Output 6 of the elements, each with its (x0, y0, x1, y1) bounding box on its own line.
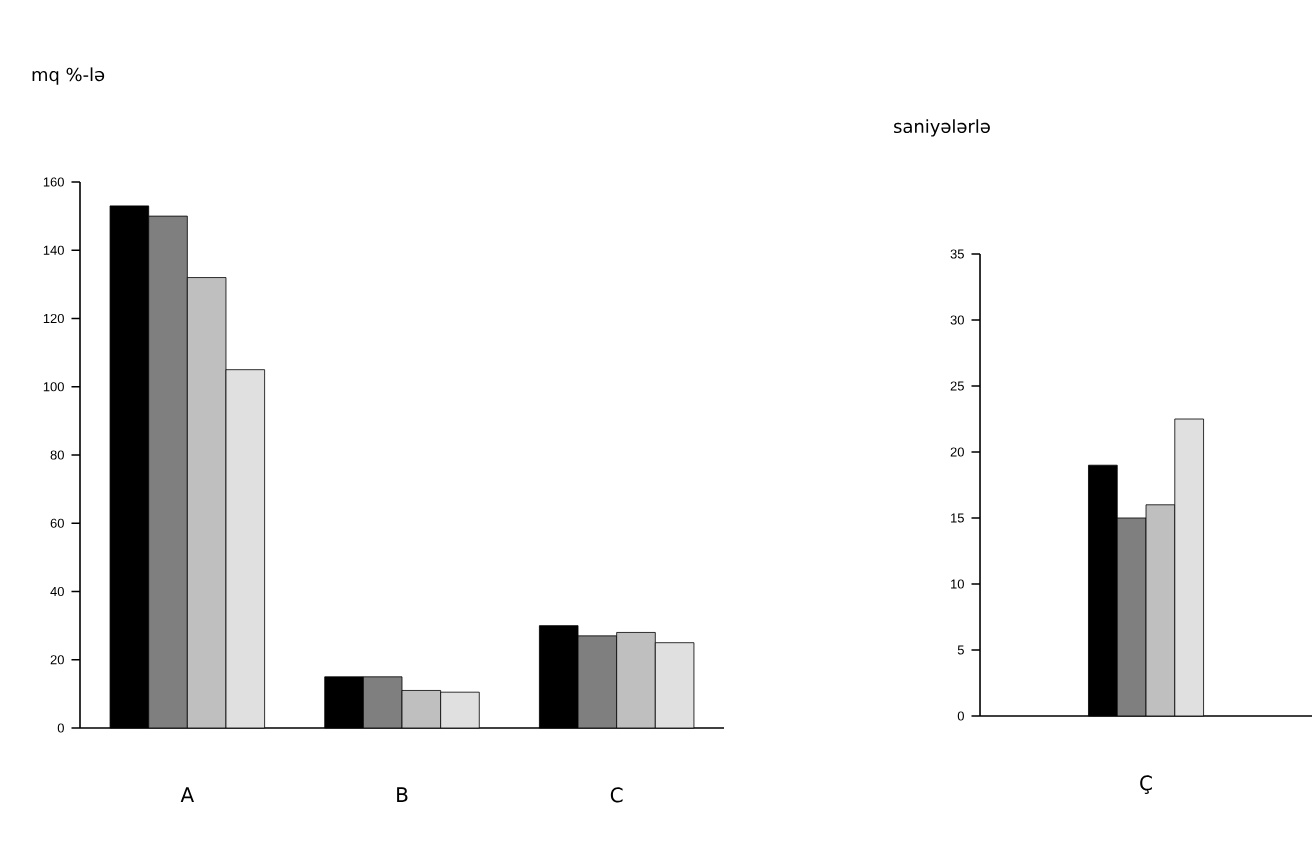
x-tick-label: A (180, 787, 194, 802)
x-tick-label: B (397, 787, 408, 802)
y-axis-title: saniyələrlə (894, 119, 990, 137)
y-axis-title: mq %-lə (32, 67, 105, 85)
x-tick-label: Ç (1140, 775, 1152, 795)
x-tick-label: C (610, 787, 623, 803)
